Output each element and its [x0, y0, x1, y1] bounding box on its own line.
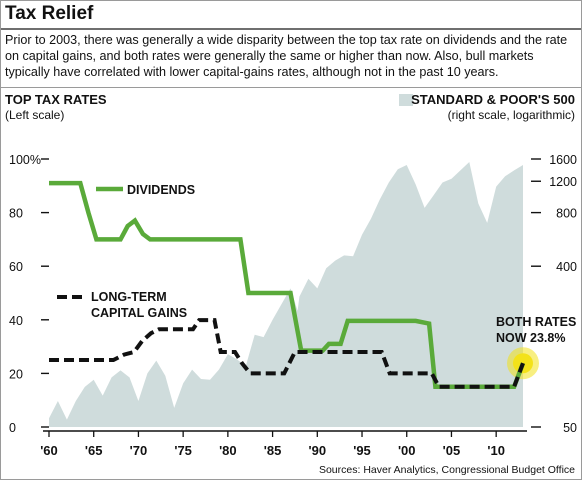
intro-text: Prior to 2003, there was generally a wid…: [5, 33, 568, 79]
x-tick-label: '85: [264, 443, 282, 458]
capital-gains-legend-label: LONG-TERM: [91, 290, 167, 304]
right-tick-label: 1600: [549, 153, 577, 167]
right-axis-title: STANDARD & POOR'S 500: [411, 92, 575, 107]
left-axis-subtitle: (Left scale): [5, 108, 65, 122]
both-rates-annotation: BOTH RATES: [496, 315, 576, 329]
source-note: Sources: Haver Analytics, Congressional …: [318, 464, 575, 476]
intro-rule: [1, 87, 581, 88]
x-tick-label: '80: [219, 443, 237, 458]
left-axis-title: TOP TAX RATES: [5, 92, 107, 107]
x-tick-label: '65: [85, 443, 103, 458]
left-tick-label: 60: [9, 260, 23, 274]
x-tick-label: '05: [443, 443, 461, 458]
dividends-legend-label: DIVIDENDS: [127, 183, 195, 197]
x-tick-label: '10: [487, 443, 505, 458]
right-axis-subtitle: (right scale, logarithmic): [447, 108, 575, 122]
x-tick-label: '90: [309, 443, 327, 458]
capital-gains-legend-label: CAPITAL GAINS: [91, 306, 187, 320]
capital-gains-line: [49, 318, 525, 389]
chart-title: Tax Relief: [5, 3, 94, 24]
x-tick-label: '70: [130, 443, 148, 458]
dividends-line: [49, 180, 526, 390]
sp500-legend-swatch: [399, 94, 413, 106]
x-tick-label: '60: [40, 443, 58, 458]
right-tick-label: 50: [563, 421, 577, 435]
both-rates-annotation: NOW 23.8%: [496, 331, 565, 345]
right-tick-label: 400: [556, 260, 577, 274]
left-tick-label: 80: [9, 207, 23, 221]
left-tick-label: 40: [9, 314, 23, 328]
right-tick-label: 1200: [549, 175, 577, 189]
x-tick-label: '95: [353, 443, 371, 458]
x-tick-label: '00: [398, 443, 416, 458]
left-tick-label: 0: [9, 421, 16, 435]
left-tick-label: 100%: [9, 153, 41, 167]
x-tick-label: '75: [174, 443, 192, 458]
sp500-area: [49, 162, 523, 427]
right-tick-label: 800: [556, 207, 577, 221]
title-rule: [1, 28, 581, 30]
left-tick-label: 20: [9, 367, 23, 381]
